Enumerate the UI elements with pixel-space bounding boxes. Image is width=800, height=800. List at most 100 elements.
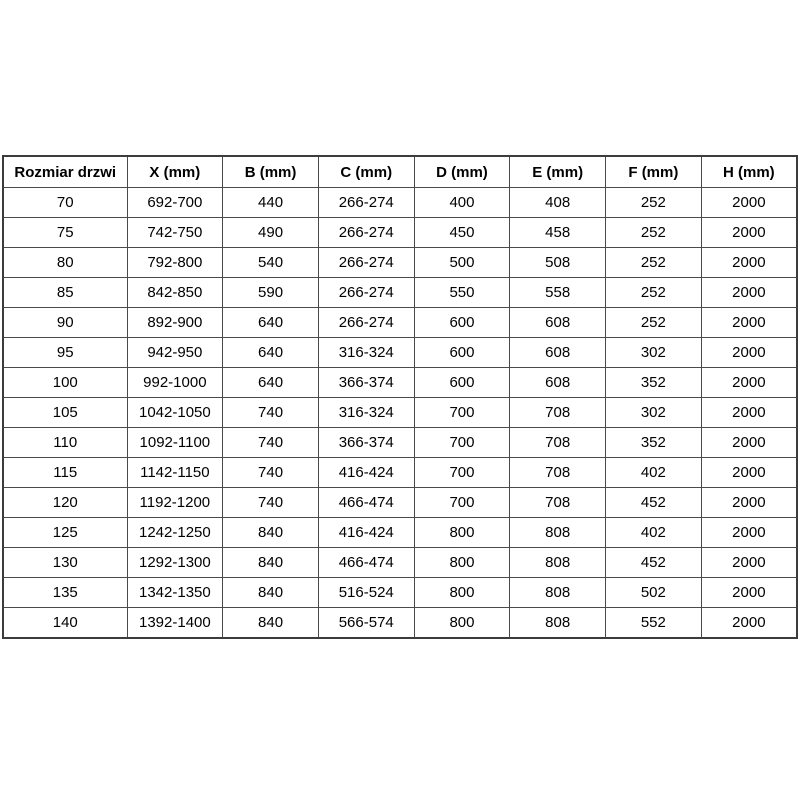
header-row: Rozmiar drzwi X (mm) B (mm) C (mm) D (mm) E (… (2, 155, 798, 188)
dimension-value-cell: 408 (509, 187, 607, 218)
dimension-value-cell: 708 (509, 397, 607, 428)
dimension-value-cell: 700 (413, 457, 511, 488)
column-header: Rozmiar drzwi (2, 155, 128, 188)
door-size-cell: 130 (2, 547, 128, 578)
dimension-value-cell: 2000 (700, 307, 798, 338)
door-size-cell: 80 (2, 247, 128, 278)
dimension-value-cell: 992-1000 (126, 367, 224, 398)
dimension-value-cell: 416-424 (317, 517, 415, 548)
dimension-value-cell: 440 (222, 187, 319, 218)
dimension-value-cell: 458 (509, 217, 607, 248)
dimension-value-cell: 708 (509, 457, 607, 488)
dimension-value-cell: 792-800 (126, 247, 224, 278)
dimension-value-cell: 1342-1350 (126, 577, 224, 608)
table-header: Rozmiar drzwi X (mm) B (mm) C (mm) D (mm) E (… (2, 155, 798, 188)
dimension-value-cell: 740 (222, 427, 319, 458)
table-row: 125 1242-1250 840 416-424 800 808 402 2000 (2, 517, 798, 548)
dimension-value-cell: 2000 (700, 457, 798, 488)
door-size-cell: 100 (2, 367, 128, 398)
dimension-value-cell: 808 (509, 577, 607, 608)
dimension-value-cell: 252 (605, 277, 702, 308)
dimension-value-cell: 302 (605, 397, 702, 428)
dimension-value-cell: 366-374 (317, 427, 415, 458)
dimension-value-cell: 708 (509, 487, 607, 518)
door-size-cell: 120 (2, 487, 128, 518)
dimension-value-cell: 640 (222, 307, 319, 338)
dimension-value-cell: 316-324 (317, 337, 415, 368)
dimension-value-cell: 516-524 (317, 577, 415, 608)
dimension-value-cell: 842-850 (126, 277, 224, 308)
dimension-value-cell: 700 (413, 427, 511, 458)
dimension-value-cell: 1092-1100 (126, 427, 224, 458)
dimension-value-cell: 2000 (700, 337, 798, 368)
door-size-table-container: Rozmiar drzwi X (mm) B (mm) C (mm) D (mm) E (… (2, 155, 798, 639)
dimension-value-cell: 840 (222, 607, 319, 639)
table-row: 75 742-750 490 266-274 450 458 252 2000 (2, 217, 798, 248)
column-header: F (mm) (605, 155, 702, 188)
dimension-value-cell: 2000 (700, 277, 798, 308)
dimension-value-cell: 1392-1400 (126, 607, 224, 639)
dimension-value-cell: 600 (413, 307, 511, 338)
dimension-value-cell: 840 (222, 577, 319, 608)
dimension-value-cell: 708 (509, 427, 607, 458)
table-row: 95 942-950 640 316-324 600 608 302 2000 (2, 337, 798, 368)
dimension-value-cell: 2000 (700, 187, 798, 218)
dimension-value-cell: 452 (605, 547, 702, 578)
dimension-value-cell: 2000 (700, 547, 798, 578)
dimension-value-cell: 742-750 (126, 217, 224, 248)
dimension-value-cell: 266-274 (317, 217, 415, 248)
dimension-value-cell: 640 (222, 337, 319, 368)
dimension-value-cell: 550 (413, 277, 511, 308)
dimension-value-cell: 2000 (700, 577, 798, 608)
dimension-value-cell: 558 (509, 277, 607, 308)
dimension-value-cell: 508 (509, 247, 607, 278)
dimension-value-cell: 316-324 (317, 397, 415, 428)
dimension-value-cell: 416-424 (317, 457, 415, 488)
table-body: 70 692-700 440 266-274 400 408 252 2000 75 742-75… (2, 187, 798, 639)
dimension-value-cell: 600 (413, 367, 511, 398)
dimension-value-cell: 808 (509, 607, 607, 639)
dimension-value-cell: 600 (413, 337, 511, 368)
dimension-value-cell: 840 (222, 547, 319, 578)
table-row: 135 1342-1350 840 516-524 800 808 502 2000 (2, 577, 798, 608)
door-size-cell: 125 (2, 517, 128, 548)
dimension-value-cell: 500 (413, 247, 511, 278)
column-header: X (mm) (126, 155, 224, 188)
column-header: B (mm) (222, 155, 319, 188)
dimension-value-cell: 252 (605, 307, 702, 338)
dimension-value-cell: 400 (413, 187, 511, 218)
dimension-value-cell: 800 (413, 607, 511, 639)
dimension-value-cell: 942-950 (126, 337, 224, 368)
dimension-value-cell: 740 (222, 487, 319, 518)
door-size-cell: 105 (2, 397, 128, 428)
dimension-value-cell: 608 (509, 337, 607, 368)
dimension-value-cell: 352 (605, 427, 702, 458)
column-header: E (mm) (509, 155, 607, 188)
table-row: 105 1042-1050 740 316-324 700 708 302 2000 (2, 397, 798, 428)
dimension-value-cell: 2000 (700, 517, 798, 548)
column-header: C (mm) (317, 155, 415, 188)
dimension-value-cell: 302 (605, 337, 702, 368)
door-size-cell: 85 (2, 277, 128, 308)
dimension-value-cell: 266-274 (317, 277, 415, 308)
door-size-cell: 135 (2, 577, 128, 608)
table-row: 130 1292-1300 840 466-474 800 808 452 2000 (2, 547, 798, 578)
door-size-cell: 70 (2, 187, 128, 218)
door-size-table: Rozmiar drzwi X (mm) B (mm) C (mm) D (mm) E (… (2, 155, 798, 639)
dimension-value-cell: 266-274 (317, 247, 415, 278)
door-size-cell: 115 (2, 457, 128, 488)
door-size-cell: 110 (2, 427, 128, 458)
dimension-value-cell: 466-474 (317, 487, 415, 518)
dimension-value-cell: 2000 (700, 607, 798, 639)
dimension-value-cell: 1042-1050 (126, 397, 224, 428)
dimension-value-cell: 252 (605, 187, 702, 218)
dimension-value-cell: 2000 (700, 427, 798, 458)
dimension-value-cell: 540 (222, 247, 319, 278)
dimension-value-cell: 590 (222, 277, 319, 308)
table-row: 85 842-850 590 266-274 550 558 252 2000 (2, 277, 798, 308)
dimension-value-cell: 402 (605, 457, 702, 488)
dimension-value-cell: 502 (605, 577, 702, 608)
dimension-value-cell: 800 (413, 517, 511, 548)
dimension-value-cell: 700 (413, 397, 511, 428)
dimension-value-cell: 800 (413, 547, 511, 578)
